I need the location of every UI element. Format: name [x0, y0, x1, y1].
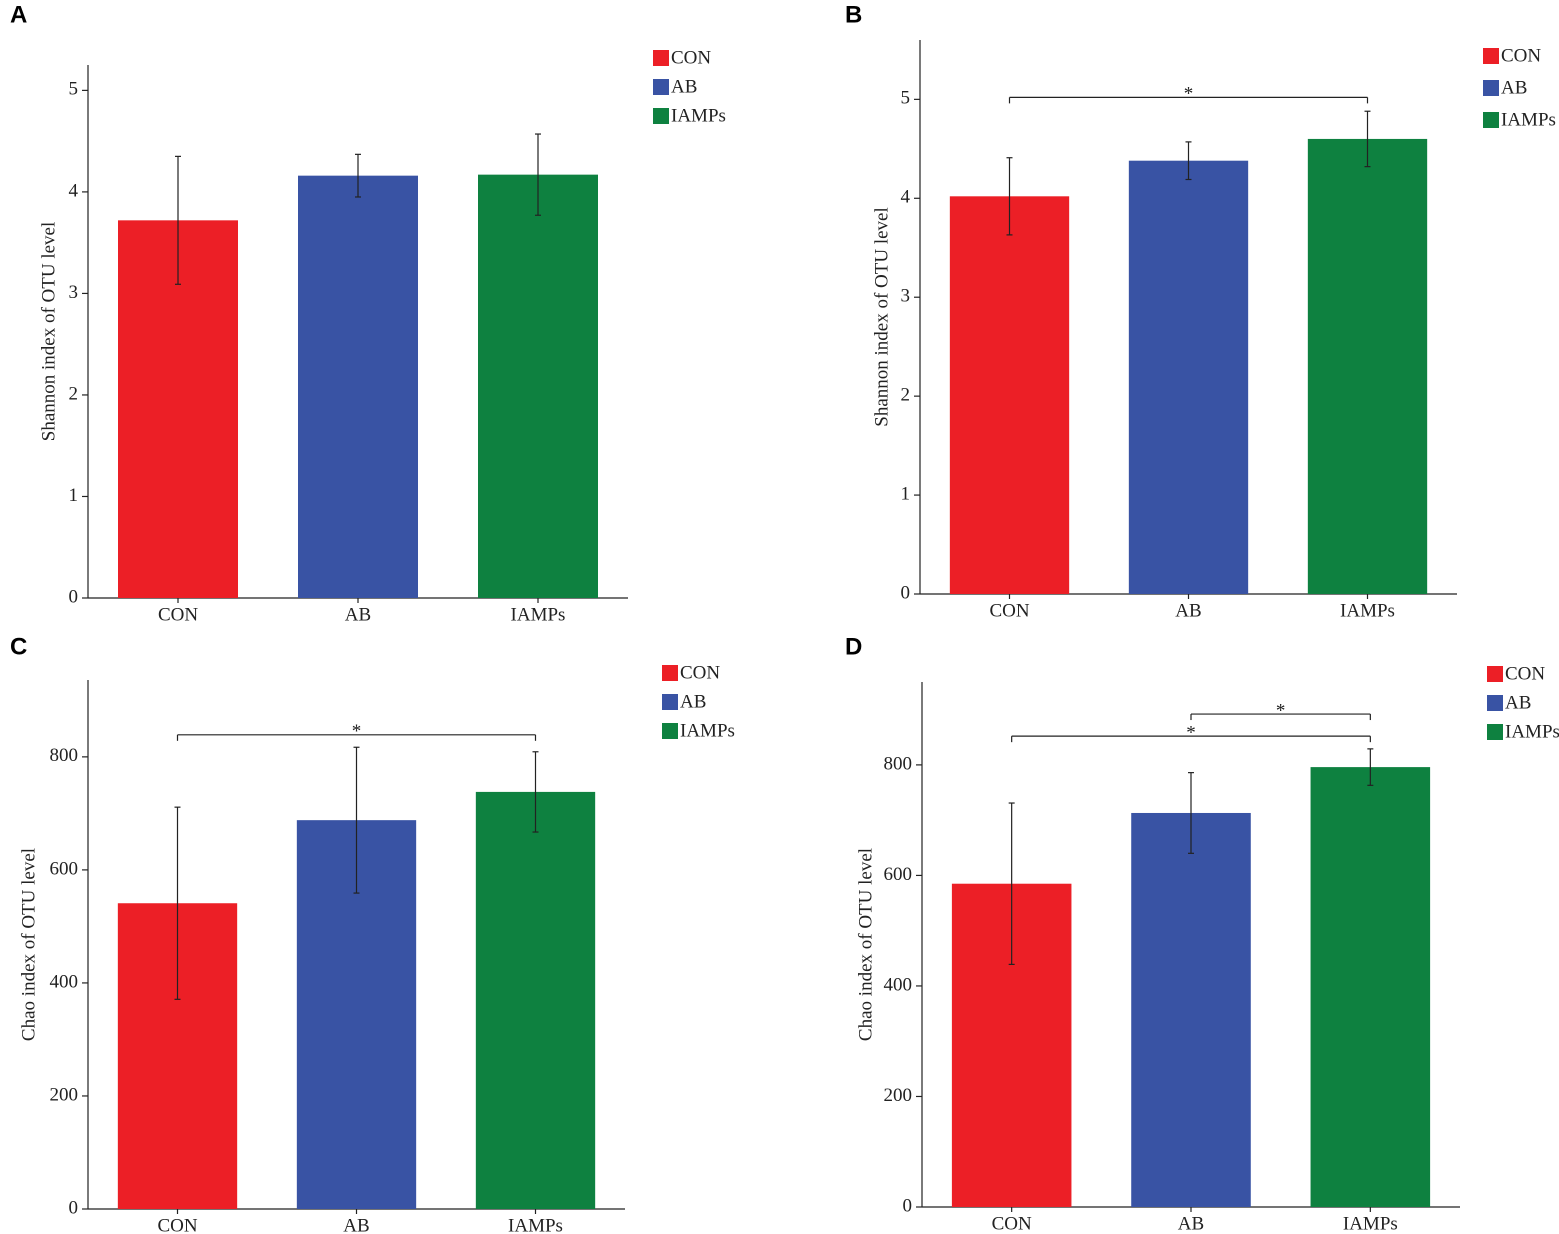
error-bar: [535, 133, 541, 216]
error-bar: [1364, 110, 1371, 168]
legend-swatch: [662, 665, 678, 681]
error-bar: [174, 806, 181, 1000]
legend-label: AB: [1505, 692, 1531, 713]
legend-swatch: [1487, 724, 1503, 740]
y-tick-label: 400: [884, 974, 913, 995]
legend-label: AB: [680, 691, 706, 712]
legend-swatch: [653, 79, 669, 95]
legend-label: AB: [671, 76, 697, 97]
x-tick-label: CON: [158, 604, 198, 625]
significance-label: *: [352, 721, 362, 742]
y-tick-label: 1: [69, 485, 79, 506]
y-tick-label: 200: [50, 1084, 79, 1105]
legend-swatch: [662, 694, 678, 710]
significance-bracket: [1008, 96, 1369, 104]
y-tick-label: 600: [884, 864, 913, 885]
bar: [298, 175, 418, 598]
legend-swatch: [1483, 112, 1499, 128]
bar: [949, 196, 1070, 595]
x-tick-label: IAMPs: [511, 604, 566, 625]
legend-label: CON: [1501, 45, 1541, 66]
panel-label: D: [845, 633, 862, 660]
significance-bracket: [1190, 713, 1371, 721]
legend-label: IAMPs: [1501, 109, 1556, 130]
y-axis-label: Chao index of OTU level: [18, 848, 39, 1041]
error-bar: [175, 155, 181, 285]
y-tick-label: 800: [884, 753, 913, 774]
significance-label: *: [1186, 723, 1196, 744]
bar: [1131, 812, 1251, 1207]
bar: [1128, 160, 1249, 594]
legend-swatch: [653, 50, 669, 66]
x-tick-label: AB: [1178, 1213, 1204, 1234]
significance-bracket: [1011, 735, 1371, 743]
significance-label: *: [1184, 84, 1194, 105]
x-tick-label: AB: [343, 1215, 369, 1234]
legend-label: CON: [1505, 663, 1545, 684]
y-tick-label: 200: [884, 1085, 913, 1106]
y-tick-label: 0: [903, 1195, 913, 1216]
y-tick-label: 0: [901, 582, 911, 603]
error-bar: [1185, 141, 1192, 181]
error-bar: [1367, 748, 1374, 786]
y-axis-label: Chao index of OTU level: [855, 848, 876, 1041]
y-tick-label: 400: [50, 971, 79, 992]
legend-label: CON: [671, 47, 711, 68]
error-bar: [532, 751, 539, 833]
y-tick-label: 600: [50, 858, 79, 879]
y-tick-label: 1: [901, 483, 911, 504]
y-axis-label: Shannon index of OTU level: [38, 222, 59, 442]
error-bar: [353, 746, 360, 894]
legend-swatch: [1487, 695, 1503, 711]
legend-label: CON: [680, 662, 720, 683]
y-tick-label: 2: [901, 385, 911, 406]
legend-label: IAMPs: [671, 105, 726, 126]
significance-bracket: [176, 734, 537, 741]
bar: [1307, 138, 1428, 594]
y-tick-label: 5: [901, 88, 911, 109]
y-tick-label: 4: [901, 187, 911, 208]
significance-label: *: [1276, 700, 1286, 721]
legend-label: IAMPs: [1505, 721, 1559, 742]
error-bar: [1008, 802, 1015, 965]
legend-swatch: [653, 108, 669, 124]
y-tick-label: 0: [69, 1197, 79, 1218]
y-tick-label: 800: [50, 745, 79, 766]
x-tick-label: IAMPs: [1343, 1213, 1398, 1234]
x-tick-label: CON: [157, 1215, 197, 1234]
error-bar: [1188, 772, 1194, 854]
y-tick-label: 3: [901, 286, 911, 307]
panel-label: C: [10, 633, 27, 660]
panel-label: A: [10, 1, 27, 28]
legend-swatch: [1483, 80, 1499, 96]
y-tick-label: 3: [69, 282, 79, 303]
y-tick-label: 4: [69, 180, 79, 201]
error-bar: [355, 153, 361, 198]
bar: [1310, 767, 1431, 1207]
bar: [475, 791, 596, 1209]
panel-label: B: [845, 1, 862, 28]
x-tick-label: CON: [992, 1213, 1032, 1234]
legend-label: IAMPs: [680, 720, 735, 741]
x-tick-label: IAMPs: [1340, 600, 1395, 621]
x-tick-label: AB: [345, 604, 371, 625]
error-bar: [1006, 157, 1013, 236]
x-tick-label: AB: [1175, 600, 1201, 621]
x-tick-label: CON: [989, 600, 1029, 621]
y-axis-label: Shannon index of OTU level: [871, 207, 892, 427]
bar: [478, 174, 598, 598]
legend-swatch: [662, 723, 678, 739]
y-tick-label: 0: [69, 586, 79, 607]
x-tick-label: IAMPs: [508, 1215, 563, 1234]
legend-label: AB: [1501, 77, 1527, 98]
y-tick-label: 5: [69, 79, 79, 100]
legend-swatch: [1487, 666, 1503, 682]
legend-swatch: [1483, 48, 1499, 64]
y-tick-label: 2: [69, 383, 79, 404]
